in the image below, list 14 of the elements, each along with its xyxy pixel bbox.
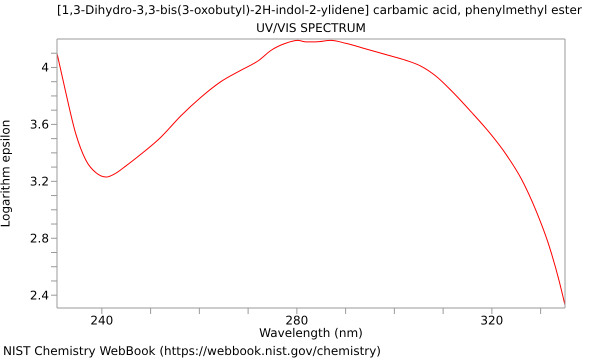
chart-title: [1,3-Dihydro-3,3-bis(3-oxobutyl)-2H-indol-2-ylidene] carbamic acid, phenylmethyl ester (57, 3, 582, 17)
y-tick-label: 3.6 (30, 118, 49, 132)
x-tick-label: 320 (480, 314, 504, 328)
y-tick-label: 4 (41, 60, 49, 75)
x-axis-title: Wavelength (nm) (259, 326, 363, 340)
x-tick-label: 240 (90, 314, 114, 328)
line-series (57, 40, 565, 306)
chart-subtitle: UV/VIS SPECTRUM (255, 21, 367, 35)
y-tick-label: 2.8 (30, 232, 49, 246)
y-tick-label: 3.2 (30, 174, 49, 189)
text: NIST Chemistry WebBook (https://webbook.nist.gov/chemistry) (3, 344, 381, 358)
y-axis-title: Logarithm epsilon (0, 120, 12, 228)
y-tick-label: 2.4 (30, 288, 49, 302)
x-tick-label: 280 (285, 314, 308, 328)
